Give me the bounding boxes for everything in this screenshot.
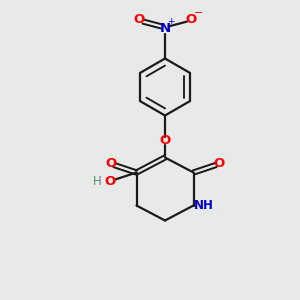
Text: +: + (167, 17, 174, 26)
Text: O: O (159, 134, 171, 148)
Text: NH: NH (194, 199, 214, 212)
Text: O: O (134, 13, 145, 26)
Text: N: N (159, 22, 171, 35)
Text: O: O (213, 157, 225, 170)
Text: O: O (104, 175, 115, 188)
Text: O: O (185, 13, 196, 26)
Text: H: H (93, 175, 102, 188)
Text: −: − (194, 8, 204, 18)
Text: O: O (105, 157, 117, 170)
